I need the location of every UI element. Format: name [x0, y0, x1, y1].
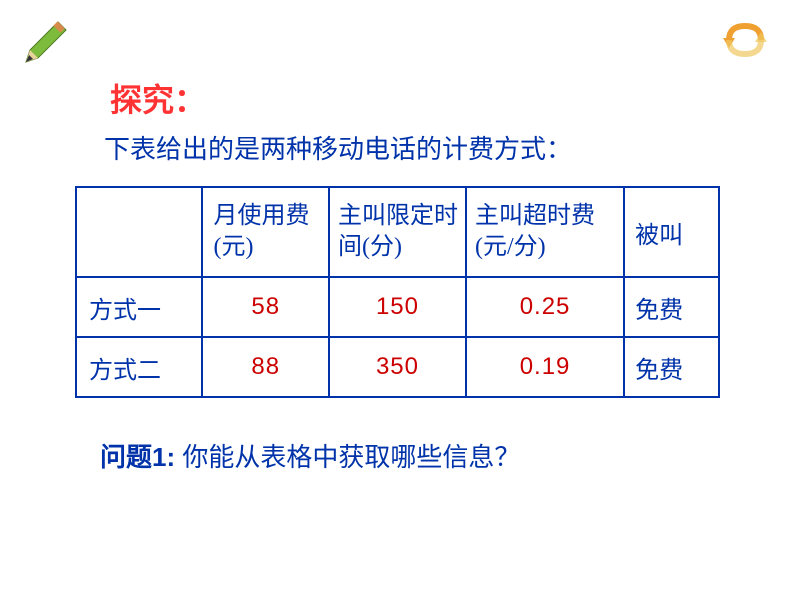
row1-label: 方式一 — [76, 277, 202, 337]
header-empty — [76, 187, 202, 277]
question-body: 你能从表格中获取哪些信息？ — [175, 442, 520, 472]
row1-over: 0.25 — [466, 277, 624, 337]
row2-over: 0.19 — [466, 337, 624, 397]
table-row: 方式一 58 150 0.25 免费 — [76, 277, 719, 337]
row2-called: 免费 — [624, 337, 719, 397]
row1-limit: 150 — [329, 277, 466, 337]
row2-monthly: 88 — [202, 337, 328, 397]
fee-table: 月使用费(元) 主叫限定时间(分) 主叫超时费(元/分) 被叫 方式一 58 1… — [75, 186, 720, 398]
question-text: 问题1: 你能从表格中获取哪些信息？ — [100, 438, 620, 477]
spin-icon — [721, 20, 769, 65]
section-title: 探究： — [110, 75, 704, 121]
header-monthly-fee: 月使用费(元) — [202, 187, 328, 277]
header-over-rate: 主叫超时费(元/分) — [466, 187, 624, 277]
row2-limit: 350 — [329, 337, 466, 397]
table-header-row: 月使用费(元) 主叫限定时间(分) 主叫超时费(元/分) 被叫 — [76, 187, 719, 277]
header-called: 被叫 — [624, 187, 719, 277]
row1-called: 免费 — [624, 277, 719, 337]
row1-monthly: 58 — [202, 277, 328, 337]
row2-label: 方式二 — [76, 337, 202, 397]
pencil-icon — [20, 20, 68, 73]
header-limit: 主叫限定时间(分) — [329, 187, 466, 277]
section-subtitle: 下表给出的是两种移动电话的计费方式： — [104, 129, 704, 166]
question-number: 问题1: — [100, 442, 175, 472]
table-row: 方式二 88 350 0.19 免费 — [76, 337, 719, 397]
